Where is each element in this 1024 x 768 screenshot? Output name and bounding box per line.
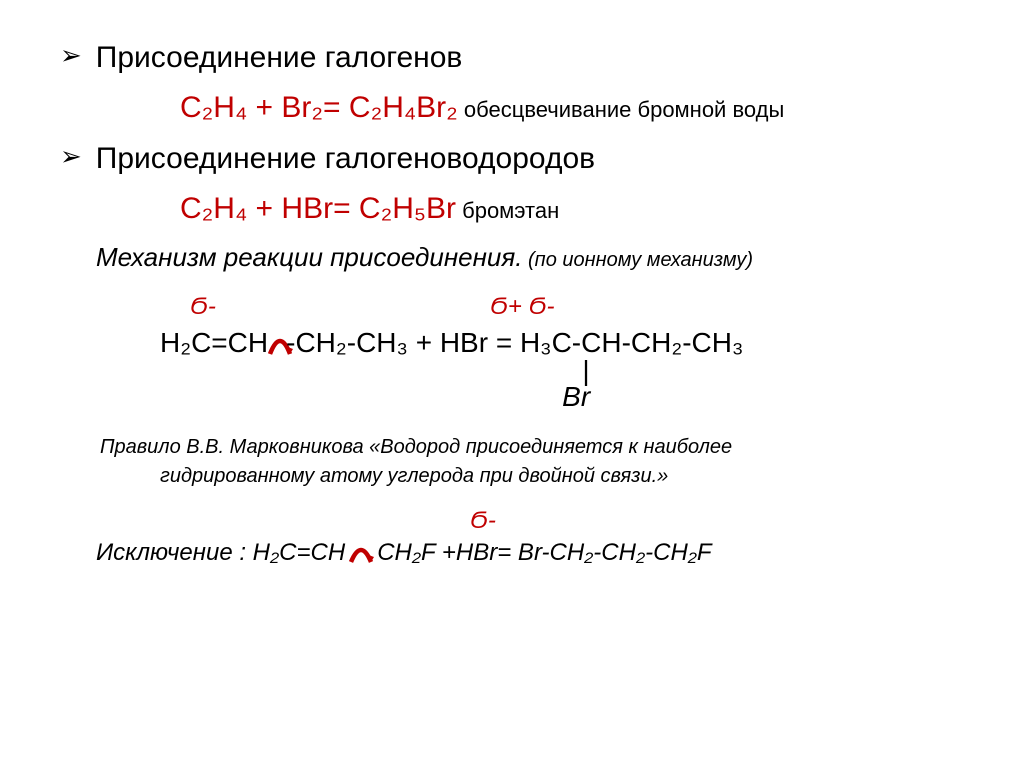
equation-hbr-formula: C₂H₄ + HBr= C₂H₅Br (180, 192, 456, 225)
mechanism-title-text: Механизм реакции присоединения. (96, 242, 522, 272)
rule-line1: Правило В.В. Марковникова «Водород присо… (100, 436, 732, 458)
exception-reaction: Исключение : H₂C=CH CH₂F +HBr= Br-CH₂-CH… (96, 537, 964, 568)
mechanism-note: (по ионному механизму) (522, 249, 753, 271)
br-label: Br (562, 381, 590, 412)
mechanism-title: Механизм реакции присоединения. (по ионн… (96, 242, 964, 273)
delta-annotations: Ϭ-Ϭ+ Ϭ- (190, 293, 964, 321)
slide-content: ➢ Присоединение галогенов C₂H₄ + Br₂= C₂… (0, 0, 1024, 599)
delta-plus-minus: Ϭ+ Ϭ- (490, 293, 554, 320)
reaction-left: H₂C=CH (160, 327, 268, 358)
bullet-marker-icon: ➢ (60, 141, 82, 172)
exception-prefix: Исключение : H₂C=CH (96, 539, 345, 566)
equation-hbr-desc: бромэтан (456, 198, 559, 223)
equation-halogen: C₂H₄ + Br₂= C₂H₄Br₂ обесцвечивание бромн… (180, 88, 964, 127)
markovnikov-rule: Правило В.В. Марковникова «Водород присо… (100, 433, 924, 491)
reaction-mid: CH₂-CH₃ + HBr = H₃C-CH-CH₂-CH₃ (295, 327, 743, 358)
bullet-halogens: ➢ Присоединение галогенов (60, 40, 964, 76)
curved-arrow-icon (347, 542, 375, 566)
equation-halogen-desc: обесцвечивание бромной воды (458, 97, 785, 122)
delta-minus: Ϭ- (190, 293, 490, 321)
equation-halogen-formula: C₂H₄ + Br₂= C₂H₄Br₂ (180, 91, 458, 124)
bullet-hydrohalogens-label: Присоединение галогеноводородов (96, 141, 595, 177)
exception-delta: Ϭ- (470, 507, 964, 535)
br-label-row: H₂C=CH-CH₂-CH₃ + HBr = H₃C-Br (160, 381, 964, 413)
rule-line2: гидрированному атому углерода при двойно… (160, 462, 924, 491)
equation-hbr: C₂H₄ + HBr= C₂H₅Br бромэтан (180, 189, 964, 228)
exception-suffix: CH₂F +HBr= Br-CH₂-CH₂-CH₂F (377, 539, 711, 566)
bullet-halogens-label: Присоединение галогенов (96, 40, 463, 76)
bullet-marker-icon: ➢ (60, 40, 82, 71)
bullet-hydrohalogens: ➢ Присоединение галогеноводородов (60, 141, 964, 177)
